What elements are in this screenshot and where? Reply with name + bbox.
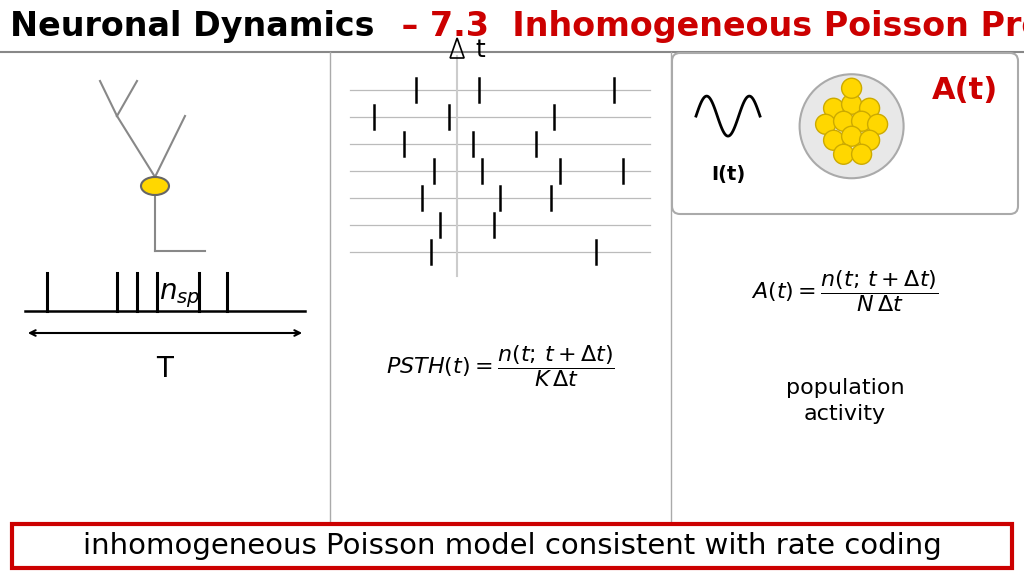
FancyBboxPatch shape (12, 524, 1012, 568)
Circle shape (867, 114, 888, 134)
Circle shape (859, 130, 880, 150)
Circle shape (823, 98, 844, 118)
Circle shape (842, 94, 861, 114)
Text: – 7.3  Inhomogeneous Poisson Process: – 7.3 Inhomogeneous Poisson Process (390, 10, 1024, 43)
Circle shape (834, 144, 854, 164)
Circle shape (834, 111, 854, 131)
Circle shape (823, 130, 844, 150)
Text: Neuronal Dynamics: Neuronal Dynamics (10, 10, 375, 43)
Text: $n_{sp}$: $n_{sp}$ (160, 281, 201, 310)
Circle shape (815, 114, 836, 134)
Circle shape (852, 144, 871, 164)
Text: inhomogeneous Poisson model consistent with rate coding: inhomogeneous Poisson model consistent w… (83, 532, 941, 560)
FancyBboxPatch shape (672, 53, 1018, 214)
Circle shape (859, 98, 880, 118)
Text: T: T (157, 355, 173, 383)
Text: A(t): A(t) (932, 76, 998, 105)
Circle shape (852, 111, 871, 131)
Text: t: t (475, 38, 484, 62)
Text: $PSTH(t) = \dfrac{n(t;\,t+\Delta t)}{K\,\Delta t}$: $PSTH(t) = \dfrac{n(t;\,t+\Delta t)}{K\,… (386, 343, 614, 389)
Circle shape (800, 74, 903, 178)
Ellipse shape (141, 177, 169, 195)
Text: $A(t) = \dfrac{n(t;\,t+\Delta t)}{N\,\Delta t}$: $A(t) = \dfrac{n(t;\,t+\Delta t)}{N\,\De… (752, 268, 939, 314)
Circle shape (842, 78, 861, 98)
Text: I(t): I(t) (711, 165, 745, 184)
Text: population
activity: population activity (785, 378, 904, 424)
Circle shape (842, 126, 861, 146)
